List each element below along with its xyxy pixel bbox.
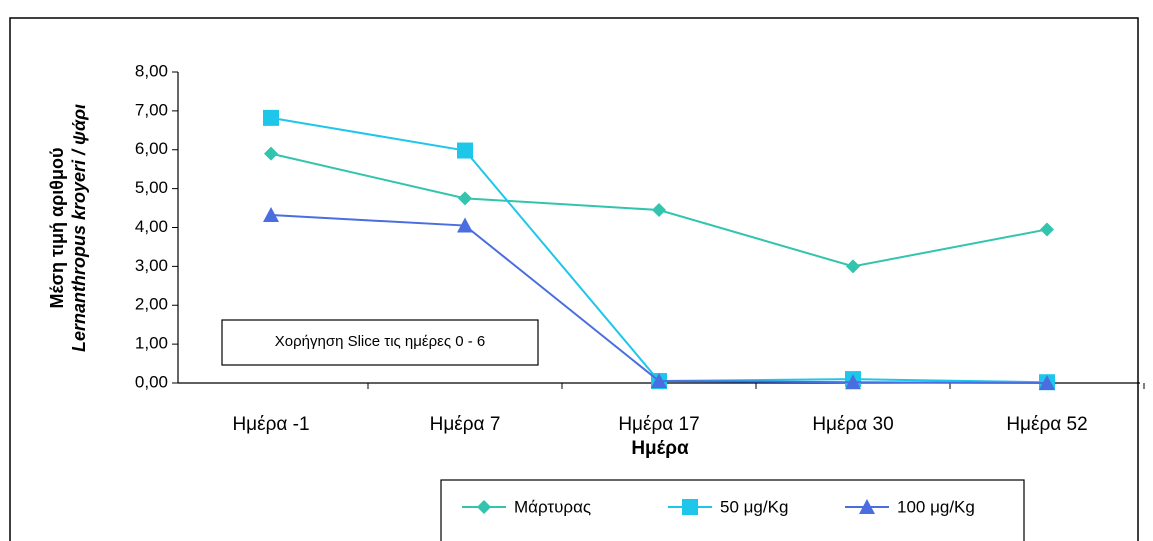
data-point bbox=[652, 203, 666, 218]
y-tick-label: 8,00 bbox=[135, 61, 168, 80]
data-point bbox=[263, 109, 279, 126]
y-tick-label: 1,00 bbox=[135, 334, 168, 353]
data-point bbox=[263, 207, 279, 223]
data-point bbox=[457, 142, 473, 159]
y-tick-label: 3,00 bbox=[135, 256, 168, 275]
legend-marker bbox=[682, 499, 698, 515]
data-point bbox=[846, 259, 860, 274]
x-tick-label: Ημέρα 7 bbox=[430, 414, 501, 435]
legend-label: Μάρτυρας bbox=[514, 497, 591, 516]
data-point bbox=[651, 373, 667, 389]
y-tick-label: 7,00 bbox=[135, 100, 168, 119]
y-label-line: Lernanthropus kroyeri / ψάρι bbox=[69, 104, 89, 352]
data-point bbox=[1040, 222, 1054, 237]
legend-label: 100 μg/Kg bbox=[897, 497, 975, 516]
legend-marker bbox=[859, 499, 875, 514]
data-point bbox=[845, 374, 861, 390]
legend-marker bbox=[477, 500, 491, 514]
y-tick-label: 6,00 bbox=[135, 139, 168, 158]
x-tick-label: Ημέρα 52 bbox=[1006, 414, 1087, 435]
data-point bbox=[458, 191, 472, 206]
annotation: Χορήγηση Slice τις ημέρες 0 - 6 bbox=[275, 333, 485, 350]
y-tick-label: 4,00 bbox=[135, 217, 168, 236]
data-point bbox=[457, 217, 473, 233]
x-axis-title: Ημέρα bbox=[631, 438, 689, 459]
y-tick-label: 0,00 bbox=[135, 372, 168, 391]
y-tick-label: 2,00 bbox=[135, 295, 168, 314]
legend-label: 50 μg/Kg bbox=[720, 497, 788, 516]
legend-box bbox=[440, 479, 1025, 541]
x-tick-label: Ημέρα 30 bbox=[812, 414, 893, 435]
y-axis-title: Μέση τιμή αριθμού Lernanthropus kroyeri … bbox=[47, 104, 89, 352]
x-tick-label: Ημέρα 17 bbox=[618, 414, 699, 435]
data-point bbox=[1039, 375, 1055, 390]
y-tick-label: 5,00 bbox=[135, 178, 168, 197]
y-label-line: Μέση τιμή αριθμού bbox=[47, 148, 67, 309]
data-point bbox=[264, 146, 278, 161]
annotation-box bbox=[221, 319, 539, 366]
x-tick-label: Ημέρα -1 bbox=[232, 414, 309, 435]
